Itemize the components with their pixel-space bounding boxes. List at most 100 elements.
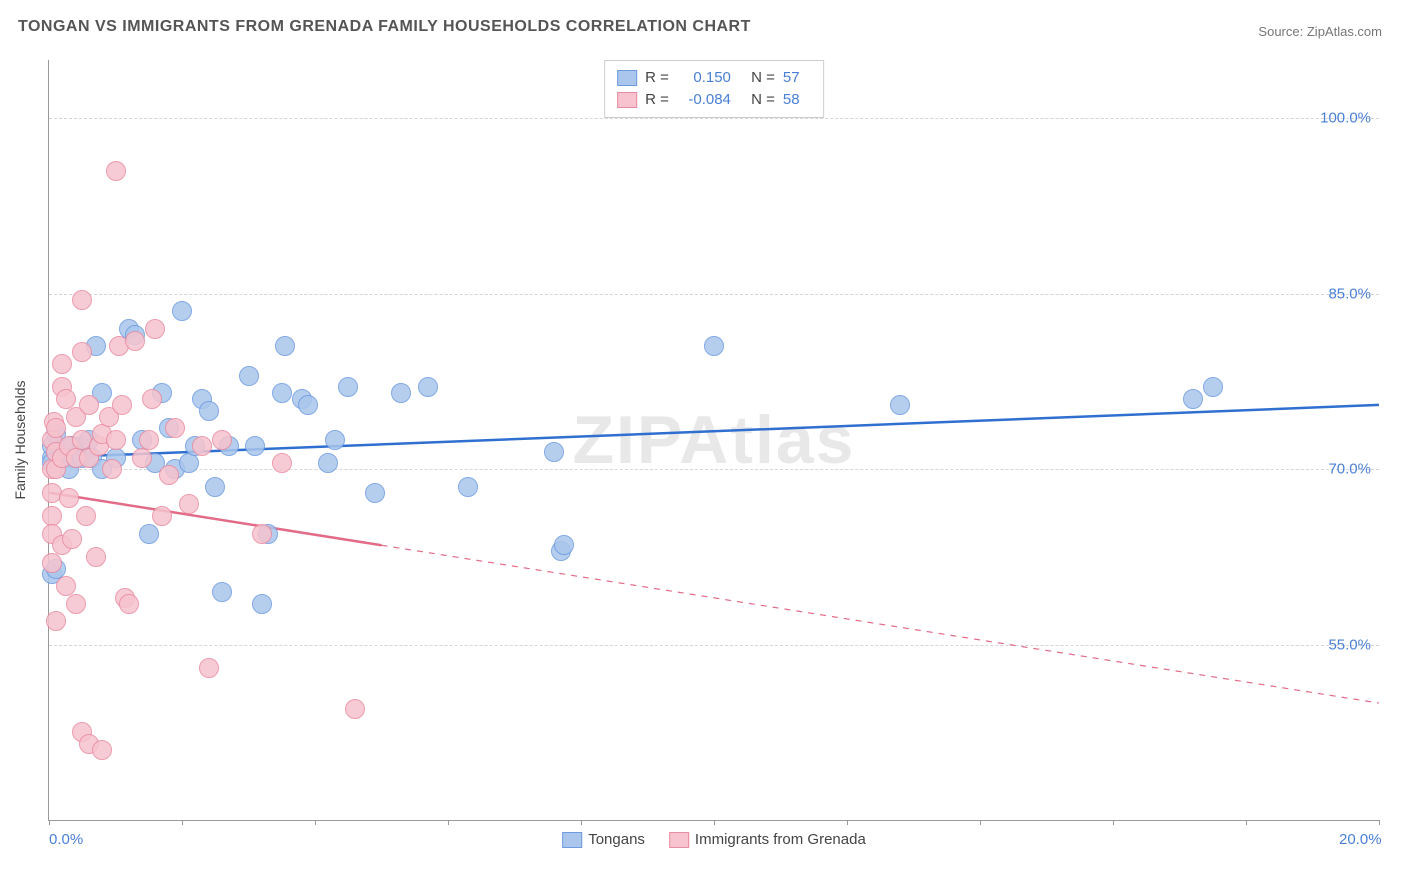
x-tick [847,820,848,825]
gridline [49,469,1379,470]
scatter-point-grenada [52,354,72,374]
scatter-point-tongans [245,436,265,456]
scatter-point-tongans [890,395,910,415]
scatter-point-grenada [62,529,82,549]
scatter-point-tongans [1203,377,1223,397]
scatter-point-tongans [1183,389,1203,409]
scatter-point-tongans [318,453,338,473]
regression-line-grenada [49,493,382,546]
x-tick [1113,820,1114,825]
gridline [49,294,1379,295]
scatter-point-grenada [345,699,365,719]
plot-area: ZIPAtlas 55.0%70.0%85.0%100.0% 0.0%20.0%… [48,60,1379,821]
scatter-point-tongans [704,336,724,356]
scatter-point-grenada [59,488,79,508]
y-tick-label: 55.0% [1328,636,1371,653]
x-tick [315,820,316,825]
n-label: N = [751,89,775,111]
scatter-point-tongans [325,430,345,450]
scatter-point-tongans [205,477,225,497]
source-label: Source: [1258,24,1303,39]
scatter-point-grenada [106,161,126,181]
legend-item-grenada: Immigrants from Grenada [669,831,866,848]
scatter-point-tongans [252,594,272,614]
scatter-point-grenada [92,740,112,760]
scatter-point-grenada [106,430,126,450]
y-tick-label: 100.0% [1320,110,1371,127]
source-link[interactable]: ZipAtlas.com [1307,24,1382,39]
scatter-point-grenada [112,395,132,415]
gridline [49,645,1379,646]
scatter-point-grenada [102,459,122,479]
scatter-point-grenada [66,594,86,614]
scatter-point-tongans [338,377,358,397]
scatter-point-tongans [272,383,292,403]
scatter-point-grenada [199,658,219,678]
stats-legend: R = 0.150 N = 57 R = -0.084 N = 58 [604,60,824,118]
scatter-point-tongans [212,582,232,602]
scatter-point-tongans [172,301,192,321]
watermark: ZIPAtlas [572,401,855,479]
scatter-point-grenada [179,494,199,514]
scatter-point-tongans [199,401,219,421]
swatch-grenada [669,832,689,848]
swatch-tongans [562,832,582,848]
scatter-point-tongans [179,453,199,473]
chart-container: TONGAN VS IMMIGRANTS FROM GRENADA FAMILY… [0,0,1406,892]
swatch-tongans [617,70,637,86]
scatter-point-grenada [72,342,92,362]
scatter-point-tongans [239,366,259,386]
x-tick [49,820,50,825]
scatter-point-grenada [165,418,185,438]
n-label: N = [751,67,775,89]
y-axis-label: Family Households [12,380,28,499]
scatter-point-tongans [275,336,295,356]
scatter-point-grenada [72,290,92,310]
gridline [49,118,1379,119]
x-tick-label: 20.0% [1339,831,1382,848]
scatter-point-grenada [46,611,66,631]
chart-title: TONGAN VS IMMIGRANTS FROM GRENADA FAMILY… [18,18,751,36]
legend-item-tongans: Tongans [562,831,645,848]
scatter-point-tongans [139,524,159,544]
scatter-point-grenada [192,436,212,456]
scatter-point-grenada [252,524,272,544]
stats-row-grenada: R = -0.084 N = 58 [617,89,811,111]
swatch-grenada [617,92,637,108]
legend-label-grenada: Immigrants from Grenada [695,831,866,848]
n-value-tongans: 57 [783,67,811,89]
scatter-point-grenada [272,453,292,473]
n-value-grenada: 58 [783,89,811,111]
x-tick [448,820,449,825]
scatter-point-grenada [42,553,62,573]
scatter-point-grenada [152,506,172,526]
scatter-point-grenada [79,395,99,415]
scatter-point-grenada [132,448,152,468]
scatter-point-tongans [365,483,385,503]
source-attribution: Source: ZipAtlas.com [1258,24,1382,39]
legend-label-tongans: Tongans [588,831,645,848]
r-value-grenada: -0.084 [677,89,731,111]
scatter-point-tongans [391,383,411,403]
x-tick [980,820,981,825]
scatter-point-grenada [212,430,232,450]
x-tick [182,820,183,825]
x-tick-label: 0.0% [49,831,83,848]
bottom-legend: Tongans Immigrants from Grenada [562,831,866,848]
scatter-point-tongans [298,395,318,415]
r-label: R = [645,67,669,89]
y-tick-label: 70.0% [1328,461,1371,478]
x-tick [1379,820,1380,825]
scatter-point-grenada [119,594,139,614]
y-tick-label: 85.0% [1328,285,1371,302]
scatter-point-grenada [145,319,165,339]
r-label: R = [645,89,669,111]
x-tick [714,820,715,825]
r-value-tongans: 0.150 [677,67,731,89]
x-tick [581,820,582,825]
scatter-point-tongans [544,442,564,462]
scatter-point-grenada [125,331,145,351]
scatter-point-grenada [159,465,179,485]
scatter-point-grenada [46,418,66,438]
scatter-point-grenada [76,506,96,526]
